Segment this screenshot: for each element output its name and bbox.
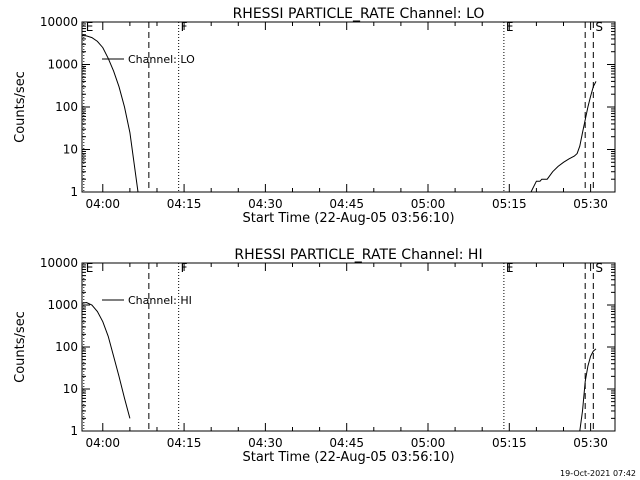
x-axis-label: Start Time (22-Aug-05 03:56:10) (242, 450, 454, 465)
y-tick-label: 10 (63, 382, 78, 396)
y-axis-label: Counts/sec (13, 71, 28, 143)
chart-title: RHESSI PARTICLE_RATE Channel: HI (234, 247, 482, 263)
series-line-segment (82, 35, 139, 192)
x-tick-label: 05:30 (573, 436, 608, 450)
y-tick-label: 10000 (40, 256, 78, 270)
y-tick-label: 100 (55, 100, 78, 114)
y-tick-label: 10000 (40, 15, 78, 29)
x-tick-label: 04:45 (329, 197, 364, 211)
series-line-segment (82, 301, 131, 419)
event-marker-label: S (595, 20, 603, 34)
chart-panel-0: RHESSI PARTICLE_RATE Channel: LO 1 10 100 10… (13, 6, 616, 226)
event-marker-label: F (181, 261, 188, 275)
y-tick-label: 10 (63, 143, 78, 157)
legend-label: Channel: LO (128, 53, 195, 66)
x-tick-label: 04:30 (248, 436, 283, 450)
x-tick-label: 05:15 (492, 197, 527, 211)
event-marker-label: S (595, 261, 603, 275)
legend-label: Channel: HI (128, 294, 192, 307)
y-tick-label: 1 (70, 424, 78, 438)
y-tick-label: 100 (55, 340, 78, 354)
x-axis-label: Start Time (22-Aug-05 03:56:10) (242, 211, 454, 226)
x-tick-label: 04:00 (85, 197, 120, 211)
event-marker-label: E (506, 20, 514, 34)
event-marker-label: E (506, 261, 514, 275)
series-line-segment (579, 348, 597, 431)
x-tick-label: 04:15 (167, 436, 202, 450)
x-tick-label: 04:00 (85, 436, 120, 450)
event-marker-label: F (181, 20, 188, 34)
chart-panel-1: RHESSI PARTICLE_RATE Channel: HI 1 10 100 10… (13, 247, 616, 465)
x-tick-label: 04:15 (167, 197, 202, 211)
series-line-segment (530, 81, 597, 192)
plot-frame (81, 21, 616, 193)
x-tick-label: 05:15 (492, 436, 527, 450)
x-tick-label: 04:45 (329, 436, 364, 450)
y-tick-label: 1 (70, 185, 78, 199)
x-tick-label: 05:00 (411, 197, 446, 211)
y-axis-label: Counts/sec (13, 311, 28, 383)
x-tick-label: 05:30 (573, 197, 608, 211)
x-tick-label: 04:30 (248, 197, 283, 211)
y-tick-label: 1000 (47, 298, 78, 312)
footer-timestamp: 19-Oct-2021 07:42 (560, 469, 636, 478)
x-tick-label: 05:00 (411, 436, 446, 450)
plot-frame (81, 262, 616, 432)
event-marker-label: E (86, 20, 94, 34)
event-marker-label: E (86, 261, 94, 275)
y-tick-label: 1000 (47, 58, 78, 72)
chart-title: RHESSI PARTICLE_RATE Channel: LO (233, 6, 485, 22)
